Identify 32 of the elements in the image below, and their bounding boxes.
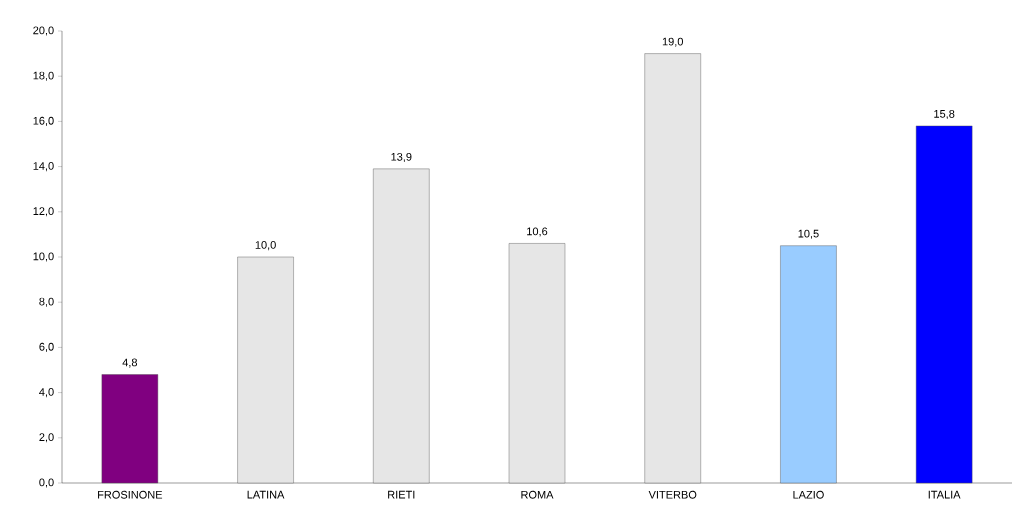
y-tick-label: 10,0	[33, 252, 54, 262]
x-tick-label: ITALIA	[928, 490, 961, 499]
y-tick-label: 14,0	[33, 162, 54, 172]
bar	[780, 245, 837, 484]
data-label: 4,8	[122, 358, 138, 368]
bar	[644, 53, 701, 484]
bar	[101, 374, 159, 484]
x-tick-label: VITERBO	[648, 490, 697, 499]
y-tick-label: 2,0	[39, 433, 54, 443]
data-label: 19,0	[662, 37, 683, 47]
x-tick-label: ROMA	[521, 490, 554, 499]
y-tick-label: 6,0	[39, 342, 54, 352]
x-tick-label: FROSINONE	[98, 490, 163, 499]
y-tick-label: 12,0	[33, 207, 54, 217]
x-tick-label: RIETI	[388, 490, 415, 499]
bar	[508, 243, 566, 484]
x-tick-label: LATINA	[247, 490, 285, 499]
y-tick-label: 4,0	[39, 388, 54, 398]
bar	[373, 168, 430, 484]
data-label: 10,0	[255, 241, 276, 251]
x-tick-label: LAZIO	[793, 490, 824, 499]
y-tick-label: 8,0	[39, 297, 54, 307]
bar	[237, 256, 294, 484]
data-label: 15,8	[934, 109, 955, 120]
y-tick-label: 18,0	[33, 71, 54, 81]
data-label: 10,5	[798, 229, 819, 239]
data-label: 13,9	[391, 152, 412, 162]
y-tick-label: 16,0	[33, 116, 54, 126]
y-tick-label: 20,0	[33, 26, 54, 36]
data-label: 10,6	[527, 227, 548, 237]
y-tick-label: 0,0	[39, 478, 54, 488]
bar	[915, 125, 973, 484]
